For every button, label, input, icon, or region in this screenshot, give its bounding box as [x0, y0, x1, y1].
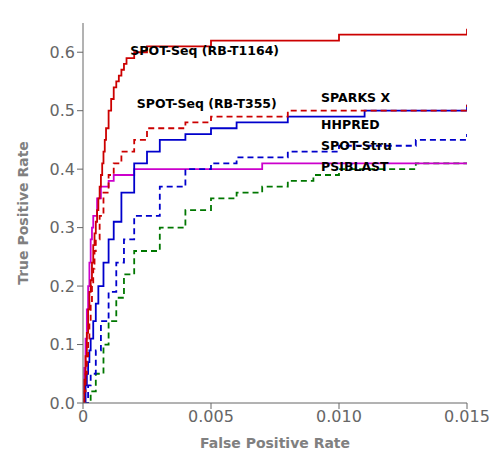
svg-text:0.5: 0.5 — [50, 101, 75, 120]
svg-text:True Positive Rate: True Positive Rate — [15, 141, 31, 285]
svg-text:0.005: 0.005 — [188, 407, 234, 426]
svg-text:SPOT-Seq (RB-T1164): SPOT-Seq (RB-T1164) — [130, 43, 279, 58]
svg-text:HHPRED: HHPRED — [321, 117, 380, 132]
svg-text:0.3: 0.3 — [50, 218, 75, 237]
svg-text:SPOT-Seq (RB-T355): SPOT-Seq (RB-T355) — [137, 96, 277, 111]
svg-text:0: 0 — [78, 407, 88, 426]
svg-text:SPOT-Stru: SPOT-Stru — [321, 138, 392, 153]
svg-text:0.2: 0.2 — [50, 277, 75, 296]
svg-text:PSIBLAST: PSIBLAST — [321, 159, 389, 174]
svg-text:0.0: 0.0 — [50, 394, 75, 413]
svg-text:SPARKS X: SPARKS X — [321, 90, 390, 105]
svg-text:0.015: 0.015 — [444, 407, 490, 426]
svg-text:False Positive Rate: False Positive Rate — [200, 435, 350, 451]
svg-text:0.4: 0.4 — [50, 160, 75, 179]
svg-text:0.010: 0.010 — [316, 407, 362, 426]
svg-text:0.6: 0.6 — [50, 43, 75, 62]
svg-text:0.1: 0.1 — [50, 335, 75, 354]
